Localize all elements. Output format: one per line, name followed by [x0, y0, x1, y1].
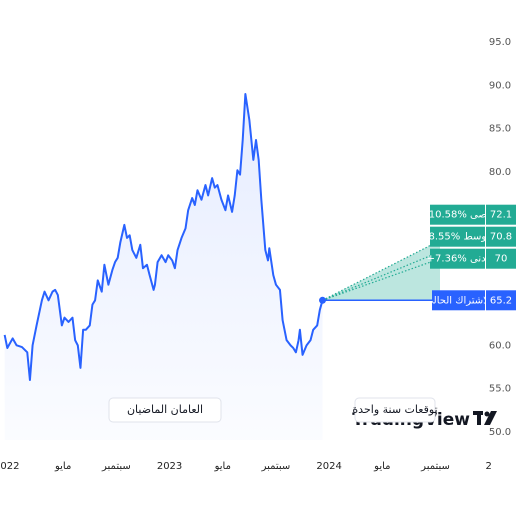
x-tick-label: 2023 [157, 461, 182, 472]
logo-icon [473, 411, 497, 425]
y-tick-label: 50.0 [489, 427, 511, 438]
period-label-box [354, 397, 436, 423]
x-tick-label: مايو [373, 461, 390, 472]
price-line [3, 93, 324, 382]
x-tick-label: 2024 [316, 461, 341, 472]
forecast-line [322, 251, 441, 301]
x-tick-label: 2 [486, 461, 492, 472]
period-label: توقعات سنة واحدة [352, 403, 437, 416]
current-label: الاشتراك الحالي [425, 295, 491, 306]
x-tick-label: مايو [54, 461, 71, 472]
forecast-line [322, 239, 441, 301]
x-tick-label: سبتمبر [261, 461, 291, 472]
forecast-label: +8.55% متوسط [420, 232, 495, 243]
period-label-box [108, 397, 222, 423]
y-tick-label: 55.0 [489, 384, 511, 395]
x-tick-label: 022 [0, 461, 19, 472]
current-value: 65.2 [490, 295, 512, 306]
current-label-box [432, 290, 485, 311]
y-tick-label: 95.0 [489, 37, 511, 48]
x-tick-label: سبتمبر [420, 461, 450, 472]
current-value-box [486, 290, 516, 311]
forecast-label: +7.36% أدنى [427, 252, 489, 265]
forecast-value: 70.8 [490, 232, 512, 243]
forecast-label-box [430, 204, 485, 225]
x-tick-label: مايو [214, 461, 231, 472]
forecast-label-box [430, 226, 485, 247]
forecast-label-box [430, 248, 485, 269]
x-tick-label: سبتمبر [101, 461, 131, 472]
forecast-value-box [486, 248, 516, 269]
y-tick-label: 80.0 [489, 167, 511, 178]
forecast-label: +10.58% أقصى [420, 208, 494, 221]
forecast-value: 70 [495, 254, 508, 265]
forecast-value-box [486, 226, 516, 247]
period-label: العامان الماضيان [127, 403, 203, 416]
forecast-value: 72.1 [490, 210, 512, 221]
y-tick-label: 60.0 [489, 340, 511, 351]
area [4, 94, 323, 440]
y-tick-label: 90.0 [489, 80, 511, 91]
y-tick-label: 85.0 [489, 124, 511, 135]
last-point [319, 296, 327, 304]
forecast-value-box [486, 204, 516, 225]
